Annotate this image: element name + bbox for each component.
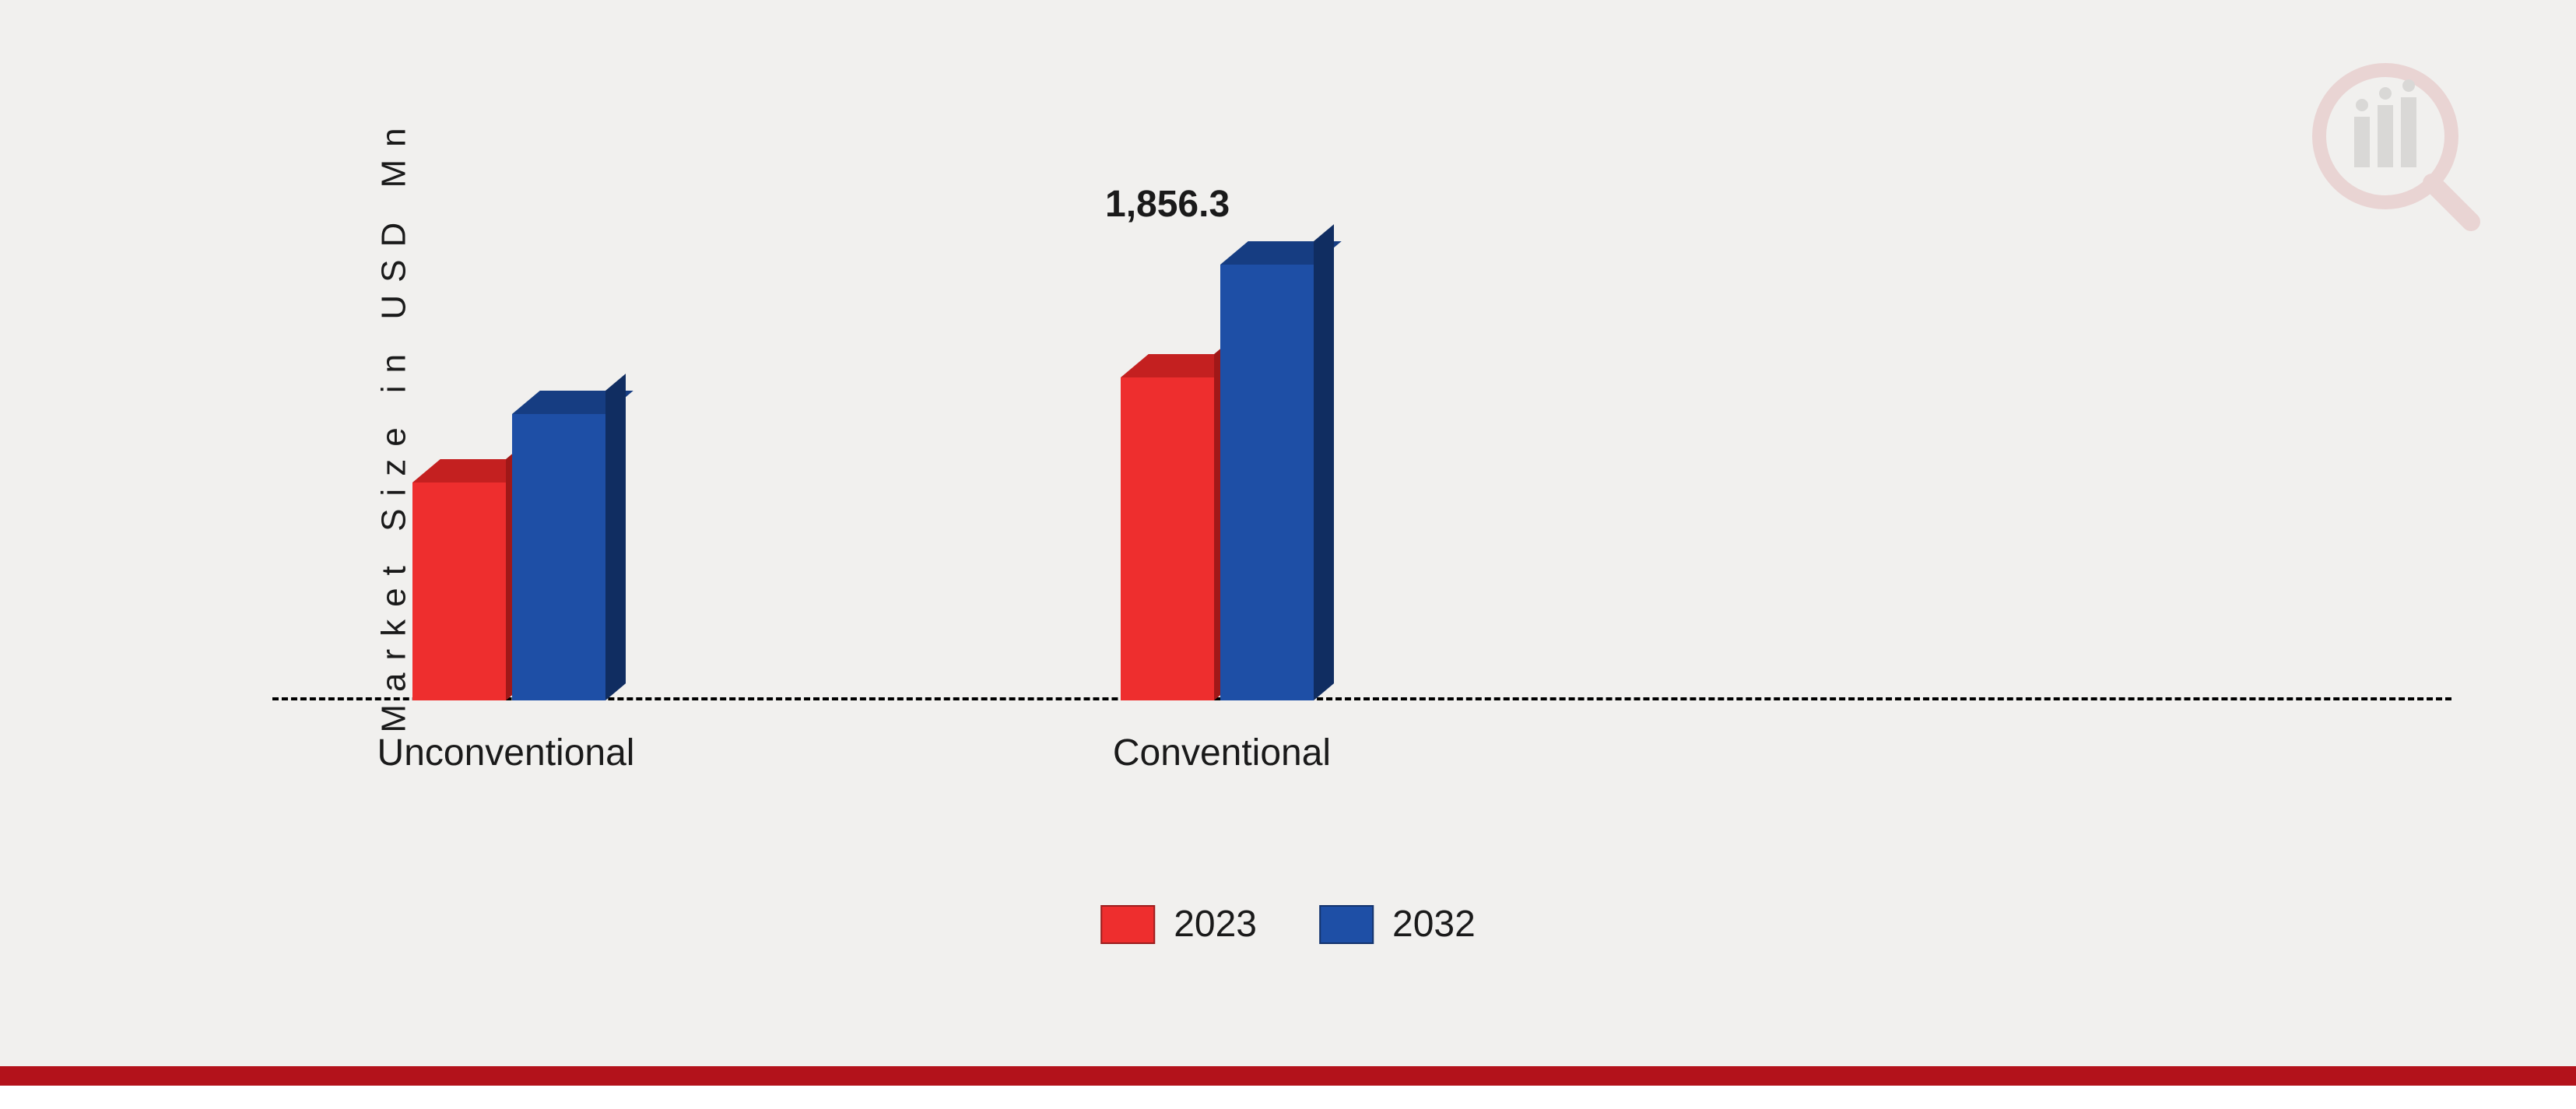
- legend-swatch-2023: [1100, 905, 1155, 944]
- bar-conventional-2023: [1121, 377, 1214, 700]
- legend-item-2032: 2032: [1319, 903, 1476, 946]
- bar-unconventional-2023: [412, 483, 506, 700]
- chart-container: Market Size in USD Mn: [0, 0, 2576, 1066]
- chart-legend: 2023 2032: [1100, 903, 1476, 946]
- x-label-conventional: Conventional: [1051, 732, 1393, 774]
- bar-conventional-2032: [1220, 265, 1314, 700]
- x-axis-labels: Unconventional Conventional: [272, 732, 2451, 794]
- bar-unconventional-2032: [512, 414, 605, 700]
- legend-label-2032: 2032: [1392, 903, 1476, 946]
- footer-accent-bar: [0, 1066, 2576, 1086]
- bar-group-unconventional: [412, 414, 605, 700]
- plot-area: 1,856.3: [272, 78, 2451, 700]
- legend-swatch-2032: [1319, 905, 1374, 944]
- bar-group-conventional: [1121, 265, 1314, 700]
- legend-label-2023: 2023: [1174, 903, 1257, 946]
- legend-item-2023: 2023: [1100, 903, 1257, 946]
- value-label-conventional-2032: 1,856.3: [1105, 183, 1230, 226]
- x-label-unconventional: Unconventional: [335, 732, 677, 774]
